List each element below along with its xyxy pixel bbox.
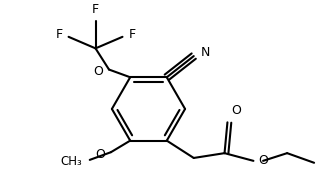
Text: O: O <box>231 104 241 117</box>
Text: F: F <box>92 3 99 16</box>
Text: CH₃: CH₃ <box>60 155 82 168</box>
Text: O: O <box>95 148 105 161</box>
Text: F: F <box>128 28 135 41</box>
Text: N: N <box>201 46 210 59</box>
Text: O: O <box>93 65 103 78</box>
Text: F: F <box>56 28 63 41</box>
Text: O: O <box>258 154 268 167</box>
